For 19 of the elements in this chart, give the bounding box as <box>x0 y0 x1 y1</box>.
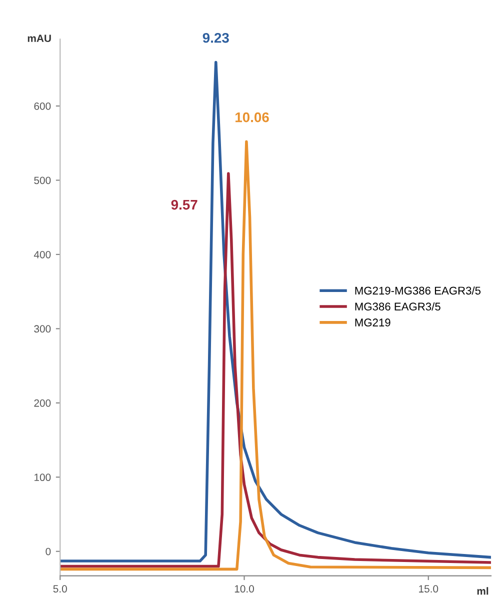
y-tick-label: 600 <box>34 102 51 110</box>
y-tick-label: 0 <box>46 548 51 556</box>
y-tick-label: 500 <box>34 176 51 184</box>
x-axis-title: ml <box>477 587 488 595</box>
line-series <box>60 60 491 562</box>
legend-label: MG219 <box>355 318 390 326</box>
legend-label: MG219-MG386 EAGR3/5 <box>355 286 481 295</box>
x-tick-label: 5.0 <box>53 585 67 593</box>
y-tick-label: 200 <box>34 399 51 407</box>
x-tick-label: 10.0 <box>234 585 254 593</box>
legend-label: MG386 EAGR3/5 <box>355 302 440 311</box>
y-tick-label: 100 <box>34 474 51 482</box>
y-tick-label: 300 <box>34 325 51 333</box>
annotation: 10.06 <box>236 112 269 122</box>
annotation: 9.23 <box>202 32 229 43</box>
y-axis-title: mAU <box>28 34 51 42</box>
x-tick-label: 15.0 <box>419 585 438 593</box>
y-tick-label: 400 <box>34 250 51 258</box>
annotation: 9.57 <box>171 200 198 210</box>
